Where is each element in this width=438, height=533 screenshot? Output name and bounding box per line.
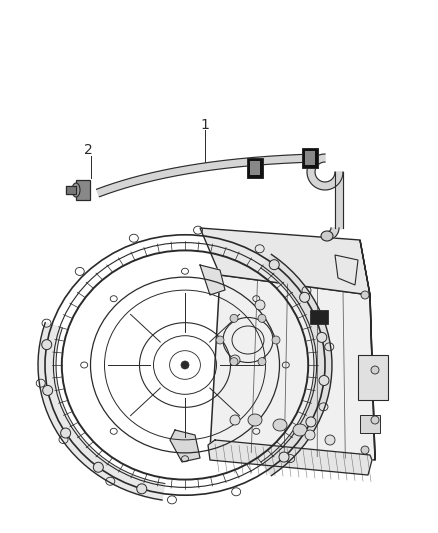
Circle shape — [361, 291, 369, 299]
Text: 1: 1 — [201, 118, 209, 132]
Polygon shape — [335, 255, 358, 285]
Polygon shape — [261, 254, 332, 475]
Circle shape — [42, 340, 52, 350]
Circle shape — [230, 314, 238, 322]
Polygon shape — [360, 240, 375, 460]
Bar — [250, 161, 260, 175]
Circle shape — [269, 260, 279, 270]
Circle shape — [361, 446, 369, 454]
Circle shape — [319, 376, 329, 385]
Circle shape — [93, 462, 103, 472]
Ellipse shape — [72, 183, 80, 197]
Circle shape — [230, 355, 240, 365]
Circle shape — [258, 314, 266, 322]
Circle shape — [137, 484, 147, 494]
Circle shape — [305, 430, 315, 440]
Bar — [358, 355, 388, 400]
Circle shape — [181, 361, 189, 369]
Polygon shape — [210, 275, 375, 460]
Ellipse shape — [273, 419, 287, 431]
Bar — [310, 310, 328, 324]
Ellipse shape — [293, 424, 307, 436]
Bar — [305, 151, 315, 165]
Bar — [302, 148, 318, 168]
Text: 2: 2 — [84, 143, 92, 157]
Circle shape — [371, 416, 379, 424]
Ellipse shape — [321, 231, 333, 241]
Polygon shape — [335, 172, 343, 228]
Polygon shape — [208, 440, 372, 475]
Bar — [360, 415, 380, 433]
Polygon shape — [327, 228, 339, 240]
Polygon shape — [66, 186, 76, 194]
Circle shape — [230, 358, 238, 366]
Circle shape — [371, 366, 379, 374]
Circle shape — [216, 336, 224, 344]
Polygon shape — [38, 323, 165, 500]
Bar — [76, 180, 90, 200]
Circle shape — [258, 358, 266, 366]
Circle shape — [306, 417, 316, 427]
Polygon shape — [200, 228, 370, 295]
Circle shape — [42, 385, 53, 395]
Polygon shape — [307, 154, 343, 190]
Polygon shape — [97, 154, 315, 197]
Circle shape — [230, 415, 240, 425]
Circle shape — [255, 300, 265, 310]
Ellipse shape — [248, 414, 262, 426]
Circle shape — [272, 336, 280, 344]
Circle shape — [317, 333, 327, 342]
Bar — [247, 158, 263, 178]
Circle shape — [325, 435, 335, 445]
Polygon shape — [200, 265, 225, 295]
Circle shape — [60, 428, 71, 438]
Circle shape — [300, 292, 310, 302]
Circle shape — [279, 452, 289, 462]
Polygon shape — [170, 430, 200, 462]
